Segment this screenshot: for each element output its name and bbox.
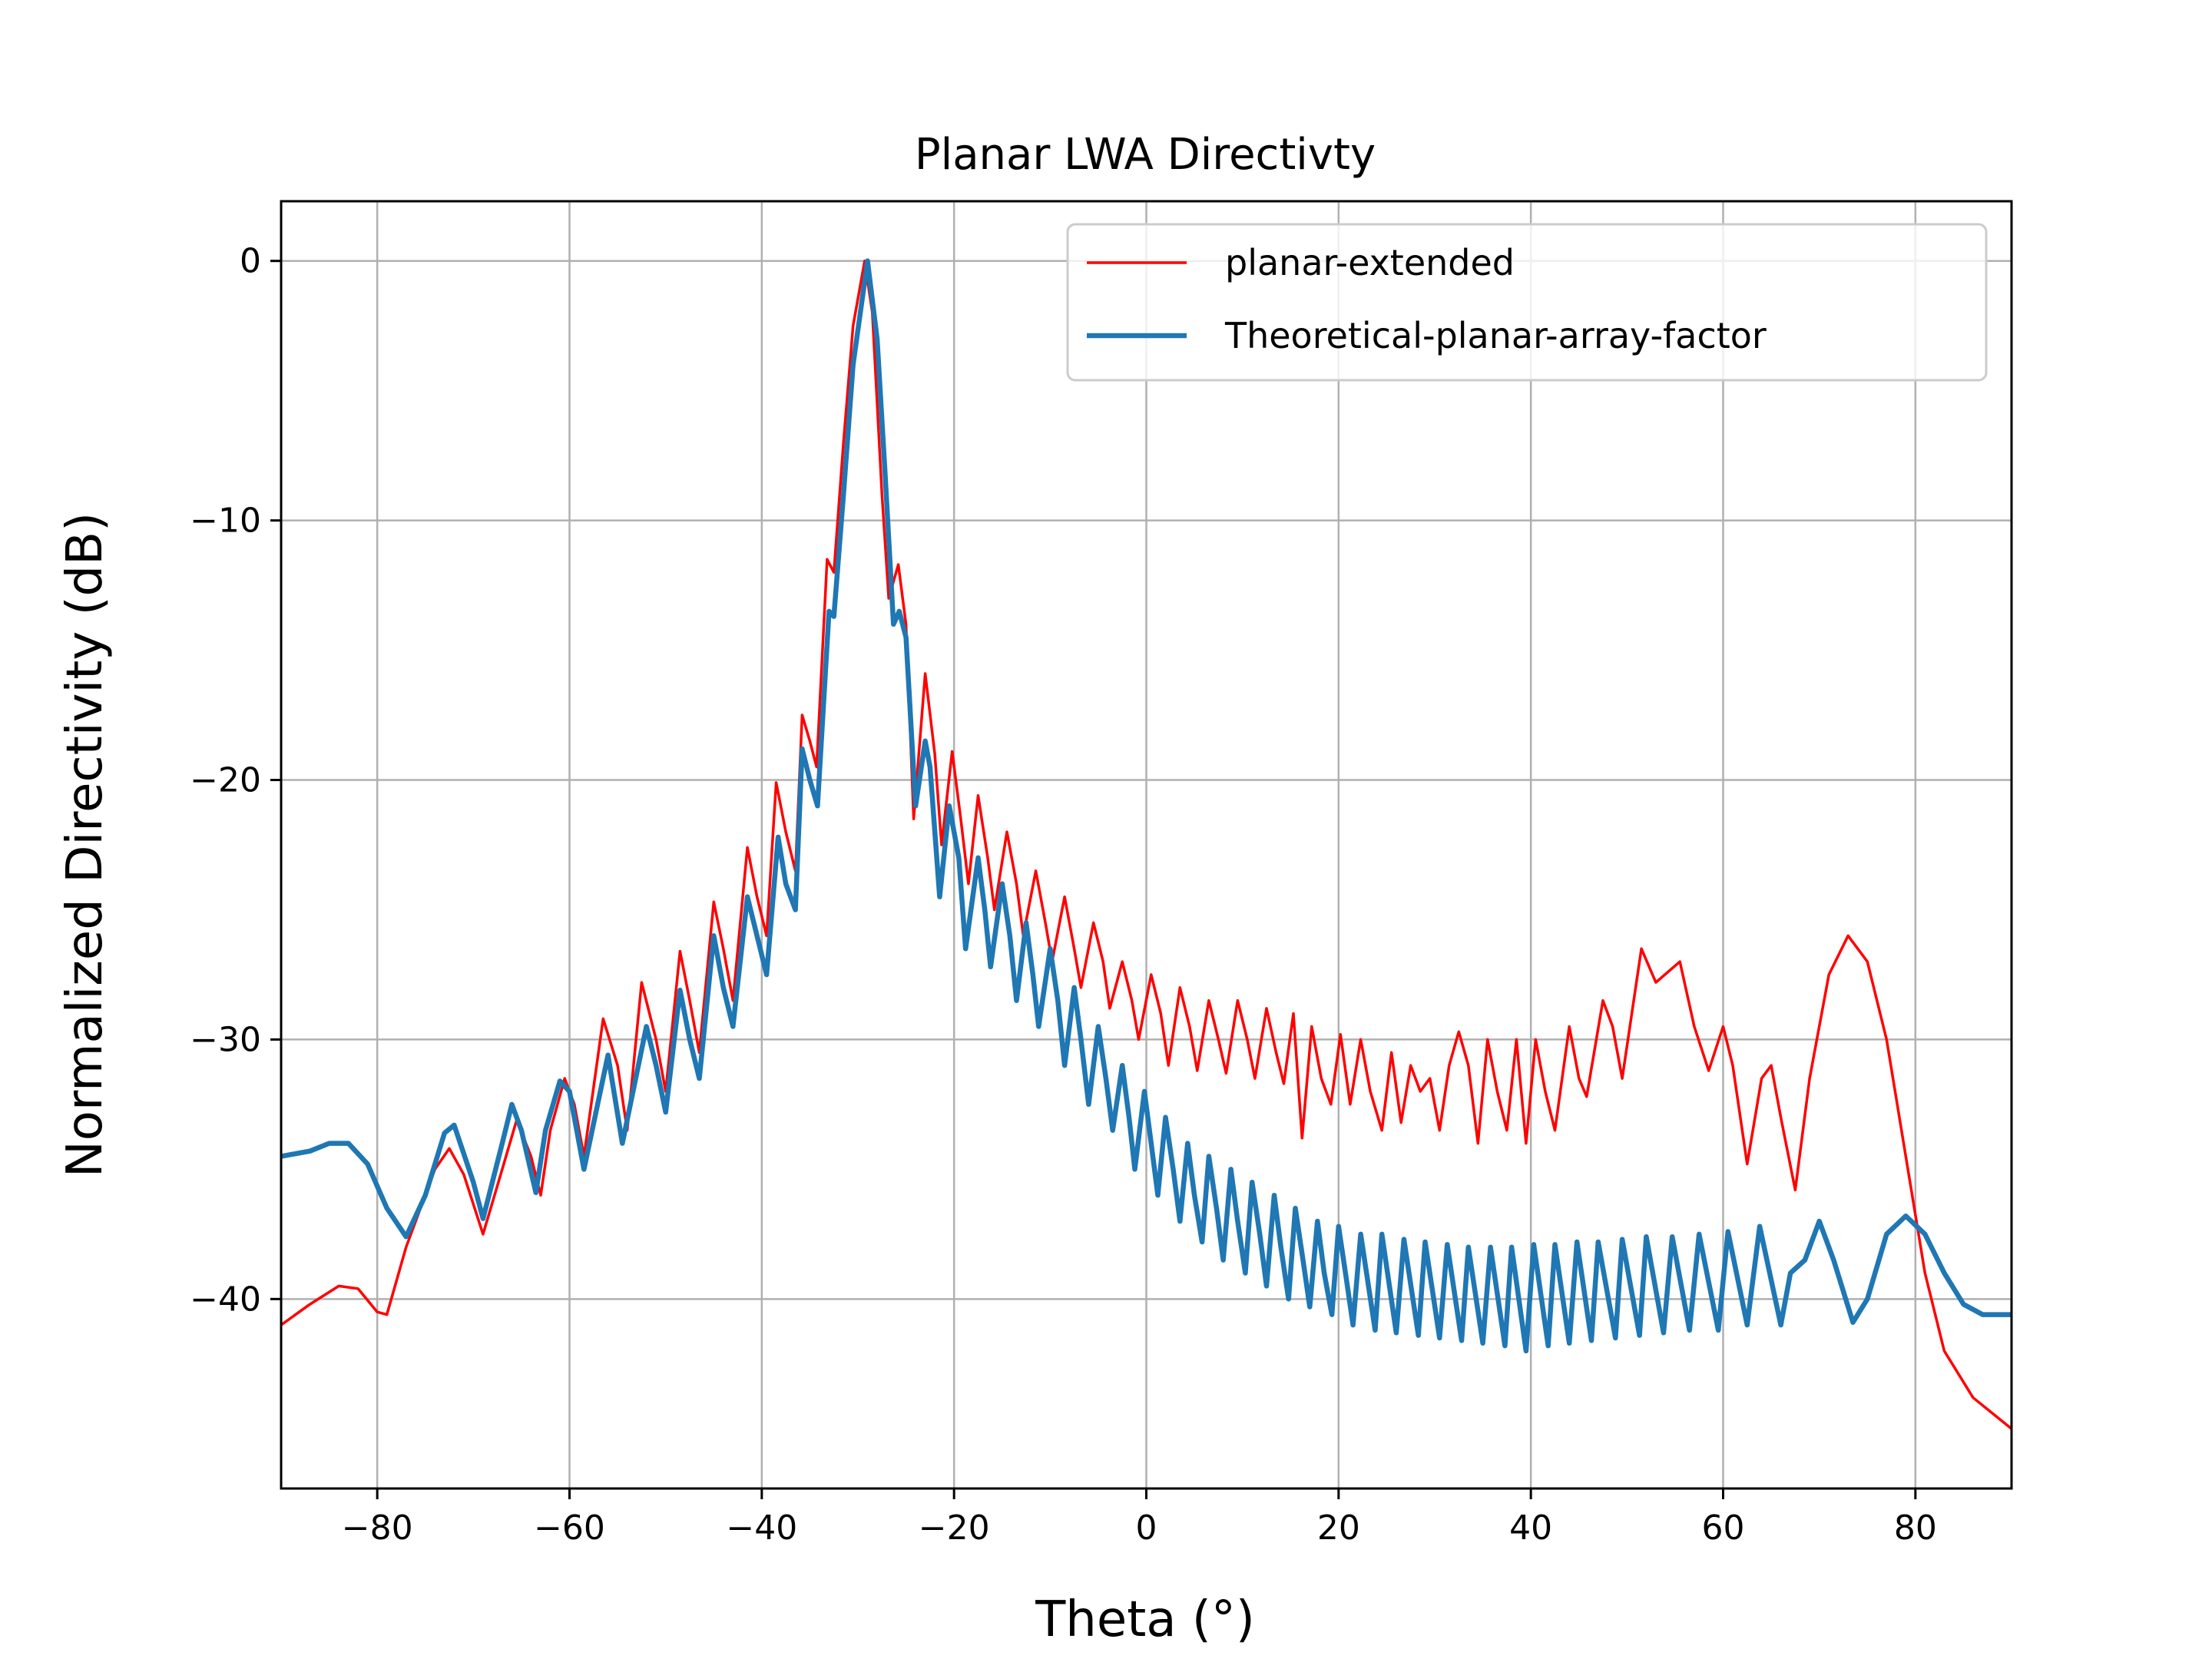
x-tick-label: −40 [726, 1508, 797, 1548]
x-tick-label: −60 [534, 1508, 605, 1548]
x-tick-label: 60 [1702, 1508, 1745, 1548]
y-tick-label: −30 [190, 1020, 261, 1059]
x-tick-label: 40 [1509, 1508, 1552, 1548]
legend: planar-extended Theoretical-planar-array… [1066, 223, 1988, 382]
y-tick-label: −20 [190, 761, 261, 800]
chart-title: Planar LWA Directivty [915, 130, 1376, 180]
legend-box [1066, 223, 1988, 382]
x-tick-label: 20 [1317, 1508, 1360, 1548]
legend-label-theoretical-planar-array-factor: Theoretical-planar-array-factor [1224, 315, 1767, 356]
axis-ticks: −80 −60 −40 −20 0 20 40 60 80 0 −10 −20 −30 −40 [190, 242, 1937, 1548]
legend-label-planar-extended: planar-extended [1225, 242, 1515, 283]
y-tick-label: −40 [190, 1280, 261, 1319]
series-layer [281, 258, 2012, 1431]
series-line-theoretical-planar-array-factor [281, 258, 2012, 1354]
y-tick-label: 0 [240, 242, 261, 281]
y-tick-label: −10 [190, 502, 261, 541]
y-axis-label: Normalized Directivity (dB) [57, 512, 114, 1177]
x-tick-label: −80 [342, 1508, 413, 1548]
x-tick-label: 80 [1894, 1508, 1937, 1548]
x-axis-label: Theta (°) [1035, 1591, 1255, 1648]
x-tick-label: 0 [1136, 1508, 1157, 1548]
x-tick-label: −20 [919, 1508, 990, 1548]
series-line-planar-extended [281, 259, 2012, 1431]
